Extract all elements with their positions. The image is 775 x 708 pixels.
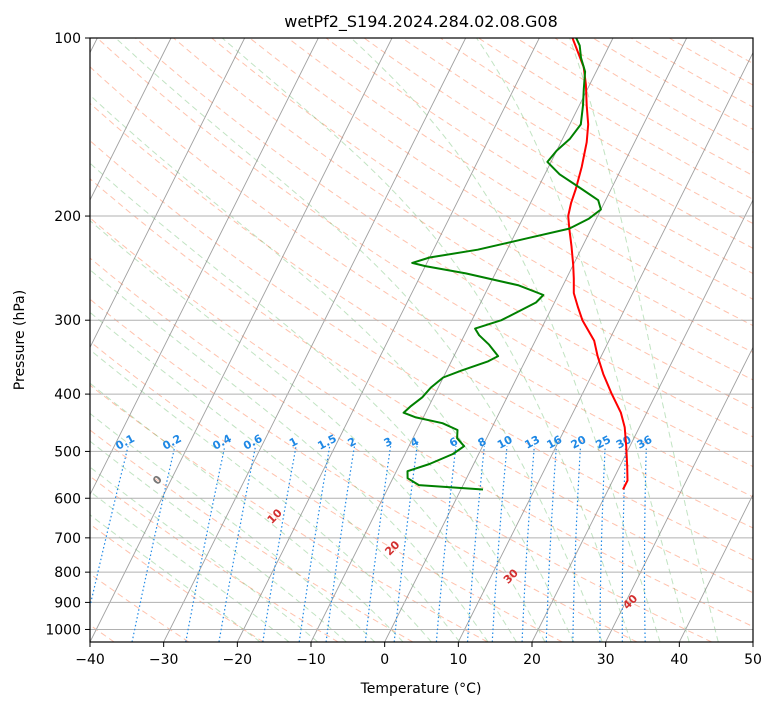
mixing-ratio-line: [435, 446, 457, 642]
isobars: [90, 38, 753, 630]
moist-adiabat-line: [90, 440, 347, 642]
x-axis-ticks: −40 −30 −20 −10 0 10 20 30 40 50: [75, 642, 762, 668]
isotherm-line: [531, 198, 753, 642]
dry-adiabat-line: [90, 257, 712, 642]
mixing-ratio-line: [262, 446, 297, 642]
chart-title: wetPf2_S194.2024.284.02.08.G08: [284, 12, 558, 32]
moist-adiabat-line: [90, 349, 432, 642]
x-tick-label: 40: [670, 652, 688, 668]
y-tick-label: 900: [54, 595, 81, 611]
isotherm-line: [90, 38, 393, 642]
dry-adiabat-line: [90, 523, 264, 642]
isotherm-line: [678, 493, 753, 642]
dry-adiabat-line: [90, 102, 753, 529]
y-axis-label: Pressure (hPa): [12, 290, 28, 390]
dry-adiabat-line: [173, 38, 753, 409]
x-tick-label: 30: [597, 652, 615, 668]
dry-adiabat-line: [90, 384, 488, 642]
isotherm-line: [384, 38, 688, 642]
temperature-profile-line: [567, 38, 629, 490]
moist-adiabat-line: [90, 382, 404, 642]
x-tick-label: 50: [744, 652, 762, 668]
isotherm-line: [90, 38, 319, 496]
moist-adiabat-line: [115, 38, 603, 642]
mixing-ratio-line: [185, 446, 226, 642]
dry-adiabat-line: [90, 429, 414, 642]
mixing-ratio-label: 10: [495, 433, 515, 452]
moist-adiabat-line: [90, 412, 376, 642]
moist-adiabat-line: [350, 38, 661, 642]
plot-frame: [89, 37, 754, 643]
mixing-ratio-label: 20: [569, 433, 589, 452]
dry-adiabat-line: [96, 38, 753, 468]
mixing-ratio-label: 13: [522, 433, 542, 452]
moist-adiabat-line: [90, 219, 517, 642]
dry-adiabat-line: [135, 38, 753, 438]
x-tick-label: 0: [380, 652, 389, 668]
dry-adiabat-line: [211, 38, 753, 381]
isotherm-line: [90, 38, 246, 349]
x-tick-label: −30: [149, 652, 179, 668]
mixing-ratio-label: 36: [635, 433, 655, 452]
isotherm-line: [457, 51, 753, 642]
y-tick-label: 500: [54, 444, 81, 460]
moist-adiabat-line: [90, 94, 575, 642]
mixing-ratio-label: 16: [545, 433, 565, 452]
mixing-ratio-label: 30: [614, 433, 634, 452]
y-tick-label: 200: [54, 209, 81, 225]
profile-series: [402, 38, 629, 491]
isotherm-line: [163, 38, 467, 642]
y-tick-label: 400: [54, 387, 81, 403]
y-tick-label: 700: [54, 531, 81, 547]
y-tick-label: 300: [54, 313, 81, 329]
dry-adiabat-line: [249, 38, 753, 353]
isotherm-line: [310, 38, 614, 642]
isotherm-line: [236, 38, 540, 642]
x-tick-label: 20: [523, 652, 541, 668]
x-tick-label: −20: [223, 652, 253, 668]
dewpoint-profile-line: [402, 38, 602, 491]
x-axis-label: Temperature (°C): [360, 681, 482, 697]
moist-adiabat-line: [90, 311, 461, 642]
isotherm-line: [90, 38, 172, 202]
plot-area: 0.10.20.40.611.52346810131620253036-100-…: [90, 38, 753, 642]
mixing-ratio-line: [298, 446, 331, 642]
x-tick-label: −10: [296, 652, 326, 668]
mixing-ratio-line: [364, 446, 392, 642]
y-tick-label: 100: [54, 31, 81, 47]
mixing-ratio-line: [218, 446, 257, 642]
isotherms: [90, 38, 753, 642]
dry-adiabat-line: [90, 66, 753, 498]
moist-adiabat-line: [90, 269, 489, 642]
x-tick-label: 10: [449, 652, 467, 668]
moist-adiabat-line: [476, 38, 690, 642]
dry-adiabat-line: [90, 298, 638, 642]
mixing-ratio-label: 25: [593, 433, 613, 452]
mixing-ratio-line: [131, 446, 176, 642]
x-tick-label: −40: [75, 652, 105, 668]
dry-adiabat-line: [90, 140, 753, 561]
dry-adiabats: [90, 38, 753, 642]
moist-adiabat-line: [90, 514, 261, 642]
isotherm-line: [605, 346, 753, 642]
y-axis-ticks: 100 200 300 400 500 600 700 800 900 1000: [45, 31, 90, 638]
y-tick-label: 1000: [45, 622, 81, 638]
y-tick-label: 600: [54, 491, 81, 507]
mixing-ratio-line: [393, 446, 418, 642]
moist-adiabat-line: [569, 38, 719, 642]
moist-adiabat-line: [221, 38, 632, 642]
mixing-ratio-lines: [90, 446, 647, 642]
y-tick-label: 800: [54, 565, 81, 581]
mixing-ratio-line: [325, 446, 356, 642]
